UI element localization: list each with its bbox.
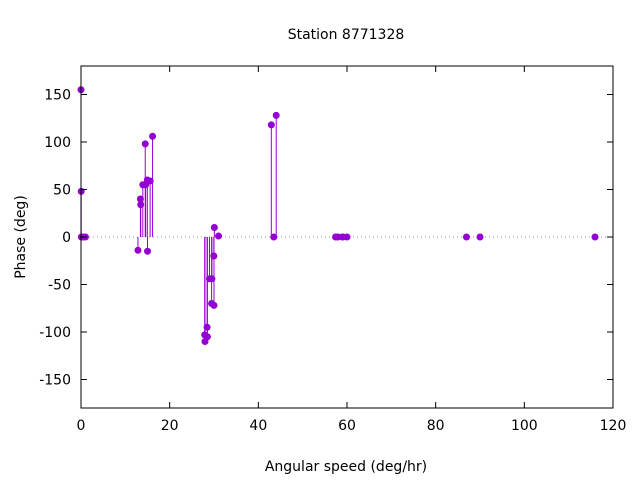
x-axis-label: Angular speed (deg/hr) [265, 459, 427, 475]
data-point [462, 233, 470, 241]
data-point [210, 252, 218, 260]
data-point [476, 233, 484, 241]
y-tick-label: 50 [53, 183, 71, 199]
data-point [210, 224, 218, 231]
x-tick-label: 80 [427, 418, 445, 434]
y-tick-label: -100 [39, 325, 71, 341]
data-points [77, 86, 599, 345]
data-point [136, 195, 144, 203]
axis-ticks: 0 20 40 60 80 100 120 -150 -100 -50 0 50 100 150 [39, 66, 626, 434]
data-point [267, 121, 275, 129]
data-point [272, 111, 280, 119]
x-tick-label: 120 [600, 418, 627, 434]
x-tick-label: 40 [249, 418, 267, 434]
data-point [270, 233, 278, 241]
chart-title: Station 8771328 [288, 27, 405, 43]
y-tick-label: 100 [44, 135, 71, 151]
data-point [144, 247, 151, 255]
data-point [203, 333, 211, 341]
data-point [591, 233, 599, 241]
data-point [343, 233, 351, 241]
x-tick-label: 100 [511, 418, 538, 434]
plot-frame [80, 65, 614, 409]
data-point [203, 323, 211, 331]
data-point [210, 301, 218, 309]
y-tick-label: -150 [39, 373, 71, 389]
data-point [137, 201, 145, 209]
data-point [146, 177, 154, 185]
data-point [141, 140, 149, 148]
data-point [134, 246, 142, 254]
y-axis-label: Phase (deg) [13, 195, 29, 279]
data-point [149, 132, 157, 140]
impulse-lines [80, 89, 277, 342]
x-tick-label: 0 [77, 418, 86, 434]
y-tick-label: 0 [62, 230, 71, 246]
data-point [208, 275, 216, 283]
x-tick-label: 60 [338, 418, 356, 434]
y-tick-label: 150 [44, 88, 71, 104]
x-tick-label: 20 [161, 418, 179, 434]
y-tick-label: -50 [48, 278, 71, 294]
data-point [215, 232, 223, 240]
